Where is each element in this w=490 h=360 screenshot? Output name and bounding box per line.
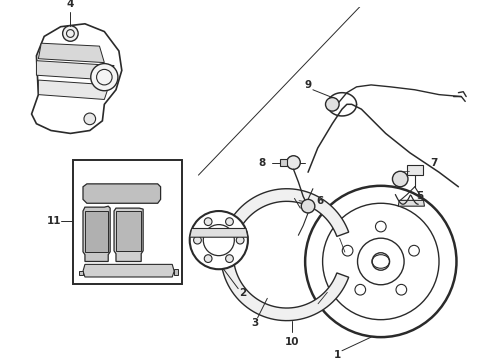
Circle shape — [325, 98, 339, 111]
Circle shape — [225, 218, 233, 225]
Polygon shape — [83, 184, 161, 203]
Circle shape — [63, 26, 78, 41]
Polygon shape — [38, 43, 104, 63]
Text: 11: 11 — [47, 216, 61, 226]
Circle shape — [305, 186, 457, 337]
Circle shape — [204, 255, 212, 262]
Text: 7: 7 — [431, 158, 438, 167]
Polygon shape — [221, 189, 349, 321]
Circle shape — [91, 64, 118, 91]
Polygon shape — [83, 206, 110, 261]
Polygon shape — [114, 208, 143, 261]
Text: 9: 9 — [304, 80, 312, 90]
Text: 4: 4 — [67, 0, 74, 9]
Polygon shape — [407, 166, 422, 175]
Circle shape — [194, 236, 201, 244]
Text: 5: 5 — [416, 192, 423, 202]
Polygon shape — [79, 271, 83, 275]
Circle shape — [301, 199, 315, 213]
Polygon shape — [36, 61, 114, 80]
Circle shape — [204, 218, 212, 225]
Circle shape — [225, 255, 233, 262]
Text: 6: 6 — [316, 196, 323, 206]
Polygon shape — [116, 211, 141, 251]
Text: 8: 8 — [259, 158, 266, 167]
Polygon shape — [85, 211, 108, 252]
Bar — [74, 159, 182, 284]
Polygon shape — [280, 159, 287, 166]
Circle shape — [236, 236, 244, 244]
Polygon shape — [31, 24, 122, 134]
Polygon shape — [38, 80, 109, 99]
Polygon shape — [190, 229, 248, 237]
Circle shape — [84, 113, 96, 125]
Polygon shape — [174, 269, 178, 275]
Circle shape — [287, 156, 300, 169]
Text: 1: 1 — [334, 350, 341, 360]
Circle shape — [190, 211, 248, 269]
Text: 10: 10 — [284, 337, 299, 347]
Polygon shape — [83, 264, 174, 277]
Circle shape — [392, 171, 408, 187]
Text: 2: 2 — [240, 288, 246, 298]
Text: 3: 3 — [251, 318, 258, 328]
Polygon shape — [398, 201, 424, 206]
